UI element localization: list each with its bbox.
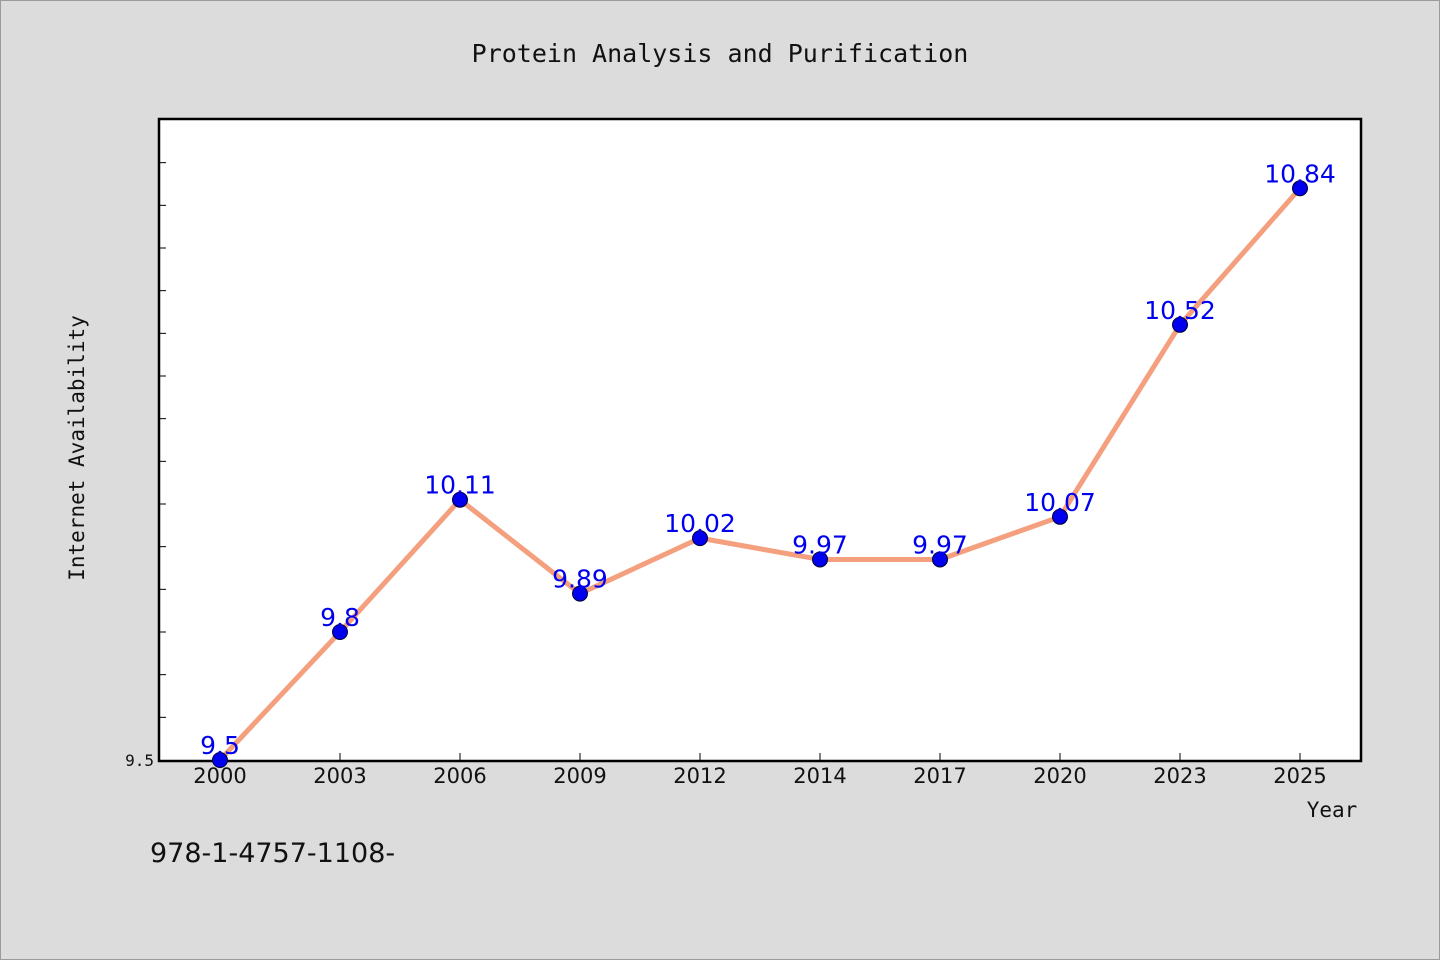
data-label: 9.97: [912, 530, 968, 559]
chart-title: Protein Analysis and Purification: [472, 39, 969, 68]
plot-area: [157, 117, 1363, 763]
data-label: 9.8: [320, 603, 360, 632]
data-point: [452, 491, 468, 508]
x-tick-label: 2009: [553, 764, 606, 788]
series-layer: [212, 180, 1308, 768]
data-label: 10.84: [1264, 159, 1336, 188]
y-axis-ticks: 9.5: [125, 162, 166, 770]
x-tick-label: 2017: [913, 764, 966, 788]
footnote-text: 978-1-4757-1108-: [150, 838, 395, 869]
x-tick-label: 2023: [1153, 764, 1206, 788]
data-label: 9.97: [792, 530, 848, 559]
x-axis-ticks: 2000 2003 2006 2009 2012 2014 2017 2020 2023 2025: [193, 753, 1327, 788]
x-tick-label: 2020: [1033, 764, 1086, 788]
data-label: 9.89: [552, 565, 608, 594]
y-tick-label: 9.5: [125, 751, 154, 770]
data-label: 10.11: [424, 471, 496, 500]
y-axis-label: Internet Availability: [65, 315, 89, 581]
data-point: [812, 551, 828, 568]
x-tick-label: 2025: [1273, 764, 1326, 788]
data-point: [1172, 316, 1188, 333]
data-label: 10.52: [1144, 296, 1216, 325]
data-point: [692, 530, 708, 547]
data-label: 10.02: [664, 509, 736, 538]
series-line: [218, 186, 1302, 762]
x-tick-label: 2014: [793, 764, 846, 788]
data-point: [1292, 180, 1308, 197]
data-label: 10.07: [1024, 488, 1096, 517]
data-label: 9.5: [200, 731, 240, 760]
data-point: [1052, 508, 1068, 525]
data-point: [932, 551, 948, 568]
data-point: [572, 585, 588, 602]
x-axis-label: Year: [1307, 798, 1358, 822]
data-labels: 9.5 9.8 10.11 9.89 10.02 9.97 9.97 10.07 10.52 10…: [200, 159, 1336, 760]
x-tick-label: 2003: [313, 764, 366, 788]
x-tick-label: 2006: [433, 764, 486, 788]
x-tick-label: 2012: [673, 764, 726, 788]
data-point: [332, 624, 348, 640]
data-point: [212, 752, 228, 768]
